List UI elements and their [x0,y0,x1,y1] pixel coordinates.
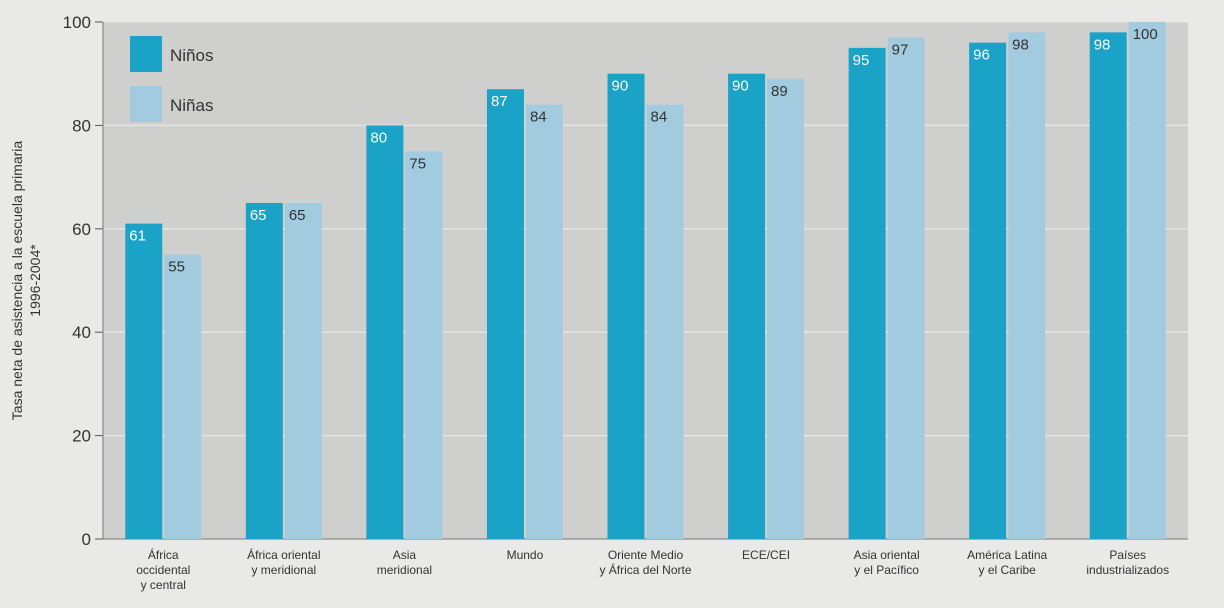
x-tick-label: y el Pacífico [854,563,919,577]
legend-swatch [130,86,162,122]
data-label: 65 [289,207,306,224]
x-tick-label: occidental [136,563,190,577]
x-tick-label: América Latina [967,548,1047,562]
data-label: 65 [250,207,267,224]
y-tick-label: 0 [82,530,91,549]
legend-label: Niños [170,46,213,65]
data-label: 96 [973,47,990,64]
data-label: 90 [732,78,749,95]
legend-label: Niñas [170,96,213,115]
data-label: 80 [370,129,387,146]
x-tick-label: Asia [393,548,417,562]
bar-ninos [969,42,1007,540]
y-tick-label: 100 [63,13,91,32]
bar-ninas [164,254,202,539]
bar-ninas [405,151,443,539]
bar-ninos [125,223,163,539]
y-tick-label: 40 [72,323,91,342]
x-tick-label: industrializados [1086,563,1169,577]
data-label: 87 [491,93,508,110]
bar-ninas [887,37,925,539]
bar-ninas [525,104,563,539]
x-tick-label: Países [1109,548,1146,562]
data-label: 84 [651,109,668,126]
x-tick-label: y central [141,578,186,592]
x-tick-label: y el Caribe [978,563,1036,577]
y-axis-label: 1996-2004* [27,244,43,317]
bar-ninas [646,104,684,539]
bar-ninos [607,73,645,539]
bar-ninos [245,202,283,539]
data-label: 55 [168,259,185,276]
data-label: 98 [1012,36,1029,53]
x-tick-label: África oriental [247,547,320,562]
bar-ninas [767,78,805,540]
y-tick-label: 80 [72,116,91,135]
legend-swatch [130,36,162,72]
x-tick-label: Oriente Medio [608,548,684,562]
data-label: 98 [1094,36,1111,53]
x-tick-label: ECE/CEI [742,548,790,562]
data-label: 89 [771,83,788,100]
data-label: 75 [409,155,426,172]
data-label: 100 [1133,26,1158,43]
data-label: 90 [612,78,629,95]
bar-ninos [848,47,886,539]
data-label: 61 [129,228,146,245]
data-label: 95 [853,52,870,69]
x-tick-label: Mundo [507,548,544,562]
bar-ninos [1089,32,1127,540]
x-tick-label: y meridional [251,563,316,577]
y-tick-label: 20 [72,427,91,446]
bar-ninas [1008,32,1046,540]
bar-ninas [284,202,322,539]
bar-ninos [366,125,404,540]
data-label: 84 [530,109,547,126]
y-tick-label: 60 [72,220,91,239]
plot-area [103,22,1188,539]
x-tick-label: y África del Norte [599,562,691,577]
x-tick-label: Asia oriental [854,548,920,562]
bar-ninos [486,89,524,540]
y-axis-label: Tasa neta de asistencia a la escuela pri… [9,141,25,421]
x-tick-label: meridional [377,563,432,577]
data-label: 97 [892,42,909,59]
x-tick-label: África [148,547,179,562]
bar-ninas [1128,22,1166,539]
bar-ninos [728,73,766,539]
